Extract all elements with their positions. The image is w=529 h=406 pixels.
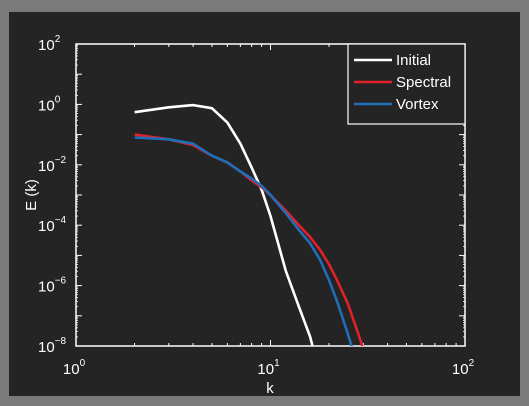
- y-tick-exponent: −4: [55, 215, 67, 226]
- series-line-vortex: [134, 136, 353, 346]
- y-tick-base: 10: [38, 37, 55, 54]
- series-line-initial: [134, 103, 314, 346]
- y-tick-exponent: −2: [55, 155, 67, 166]
- y-axis-label: E (k): [23, 179, 40, 211]
- y-tick-exponent: 2: [55, 34, 61, 45]
- y-tick-base: 10: [38, 279, 55, 296]
- x-tick-base: 10: [257, 361, 274, 378]
- legend-label-spectral: Spectral: [396, 74, 451, 91]
- x-tick-exponent: 0: [80, 358, 86, 369]
- x-tick-base: 10: [452, 361, 469, 378]
- x-tick-label: 101: [257, 358, 280, 378]
- y-tick-exponent: 0: [55, 94, 61, 105]
- x-axis-label: k: [266, 380, 274, 397]
- y-tick-base: 10: [38, 97, 55, 114]
- x-tick-label: 102: [452, 358, 475, 378]
- y-tick-label: 102: [38, 34, 61, 54]
- legend-label-initial: Initial: [396, 52, 431, 69]
- y-tick-label: 10−8: [38, 336, 67, 356]
- y-tick-exponent: −8: [55, 336, 67, 347]
- legend-label-vortex: Vortex: [396, 96, 439, 113]
- x-tick-exponent: 1: [274, 358, 280, 369]
- series-line-spectral: [134, 133, 364, 346]
- y-tick-label: 100: [38, 94, 61, 114]
- x-tick-base: 10: [63, 361, 80, 378]
- y-tick-label: 10−4: [38, 215, 67, 235]
- y-tick-base: 10: [38, 158, 55, 175]
- y-tick-base: 10: [38, 339, 55, 356]
- y-tick-base: 10: [38, 218, 55, 235]
- x-tick-label: 100: [63, 358, 86, 378]
- y-tick-label: 10−6: [38, 276, 67, 296]
- legend-box: [347, 43, 466, 125]
- legend: Initial Spectral Vortex: [347, 43, 466, 125]
- series-lines: [134, 103, 364, 346]
- y-tick-label: 10−2: [38, 155, 67, 175]
- x-tick-exponent: 2: [469, 358, 475, 369]
- y-tick-exponent: −6: [55, 276, 67, 287]
